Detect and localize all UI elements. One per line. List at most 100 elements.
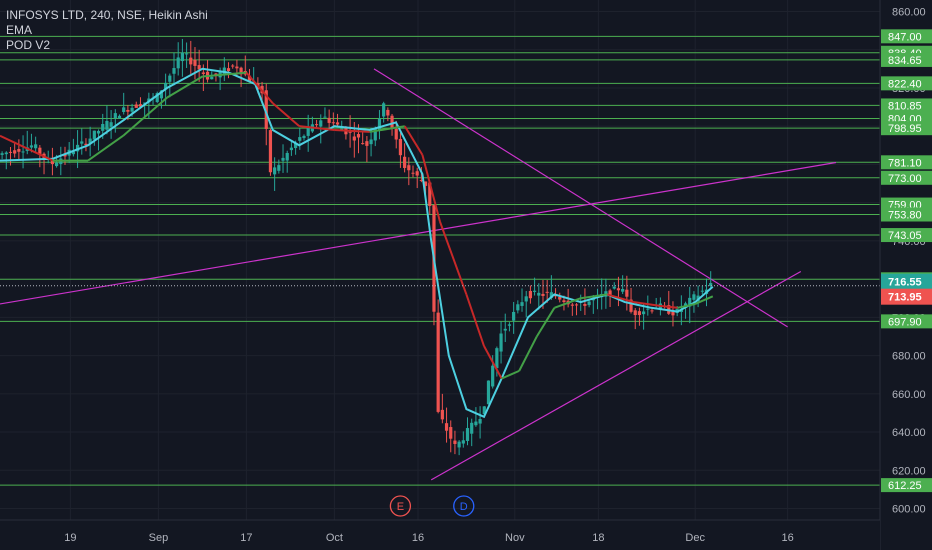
candle-body-69 bbox=[289, 147, 294, 151]
ema-slow-segment-18 bbox=[535, 307, 556, 337]
candle-body-137 bbox=[574, 304, 579, 306]
candle-body-77 bbox=[323, 116, 327, 118]
marker-d-label: D bbox=[460, 501, 468, 513]
candle-body-147 bbox=[616, 288, 621, 291]
level-tag-label-4: 810.85 bbox=[888, 100, 922, 112]
candle-body-87 bbox=[365, 141, 369, 146]
time-tick-3: Oct bbox=[326, 532, 343, 544]
candle-body-67 bbox=[281, 157, 285, 161]
candle-body-112 bbox=[470, 422, 474, 434]
candle-body-75 bbox=[314, 124, 319, 126]
candle-body-15 bbox=[63, 154, 67, 157]
candle-body-68 bbox=[285, 152, 289, 161]
candle-body-167 bbox=[700, 290, 704, 292]
candle-body-43 bbox=[180, 52, 184, 62]
level-tag-label-0: 847.00 bbox=[888, 31, 922, 43]
indicator-ema[interactable]: EMA bbox=[6, 23, 33, 37]
candle-body-42 bbox=[176, 57, 180, 69]
candle-body-25 bbox=[105, 120, 109, 130]
candle-body-106 bbox=[444, 423, 449, 431]
level-tag-label-8: 773.00 bbox=[888, 173, 922, 185]
candle-body-122 bbox=[512, 311, 516, 321]
indicator-pod[interactable]: POD V2 bbox=[6, 38, 51, 52]
candle-body-3 bbox=[13, 150, 17, 154]
level-tag-bg-14 bbox=[881, 478, 932, 493]
candle-body-113 bbox=[474, 421, 478, 426]
candle-body-34 bbox=[143, 102, 147, 104]
candle-body-94 bbox=[394, 128, 398, 140]
candle-body-120 bbox=[503, 328, 507, 331]
candle-body-155 bbox=[650, 310, 654, 312]
level-tag-label-2: 834.65 bbox=[888, 55, 922, 67]
level-tag-label-3: 822.40 bbox=[888, 78, 922, 90]
candle-body-93 bbox=[390, 115, 394, 129]
price-axis[interactable]: 860.00840.00820.00800.00780.00760.00740.… bbox=[879, 0, 932, 550]
ema-slow-segment-22 bbox=[633, 301, 661, 307]
marker-e-circle[interactable] bbox=[389, 495, 412, 517]
candle-body-89 bbox=[373, 128, 377, 141]
level-tag-bg-0 bbox=[881, 29, 932, 44]
ema-slow-segment-12 bbox=[421, 154, 441, 223]
candle-body-4 bbox=[17, 148, 21, 152]
candle-body-30 bbox=[126, 109, 130, 112]
candle-body-129 bbox=[541, 293, 545, 296]
candle-body-19 bbox=[80, 141, 84, 144]
candle-body-139 bbox=[583, 303, 587, 306]
chart-legend: INFOSYS LTD, 240, NSE, Heikin Ashi EMA P… bbox=[6, 8, 208, 53]
ema-slow-segment-23 bbox=[659, 304, 678, 309]
marker-d-circle[interactable] bbox=[453, 495, 475, 517]
candle-body-38 bbox=[159, 90, 164, 99]
time-axis[interactable]: 19 Sep 17 Oct 16 Nov 18 Dec 16 bbox=[0, 519, 880, 550]
candle-body-86 bbox=[361, 143, 365, 145]
level-tag-label-7: 781.10 bbox=[888, 157, 922, 169]
candle-body-71 bbox=[298, 137, 302, 141]
price-tick-10: 660.00 bbox=[892, 389, 926, 401]
trendline-1[interactable] bbox=[373, 68, 788, 328]
candle-body-31 bbox=[130, 107, 134, 112]
candle-body-104 bbox=[436, 312, 440, 412]
candle-body-27 bbox=[113, 113, 117, 119]
candle-body-110 bbox=[461, 440, 465, 444]
time-tick-2: 17 bbox=[240, 532, 252, 544]
level-tag-bg-3 bbox=[881, 76, 932, 91]
ema-slow-segment-17 bbox=[518, 336, 538, 372]
candle-body-121 bbox=[507, 324, 512, 326]
candle-body-125 bbox=[524, 296, 528, 302]
trendline-2[interactable] bbox=[430, 270, 802, 481]
candle-body-88 bbox=[369, 139, 373, 145]
horizontal-levels[interactable] bbox=[0, 35, 880, 486]
ema-fast-line bbox=[0, 67, 714, 419]
candle-body-53 bbox=[222, 67, 226, 75]
ema-slow-segment-7 bbox=[272, 102, 300, 127]
candle-body-45 bbox=[189, 57, 193, 65]
candle-body-91 bbox=[382, 103, 386, 117]
candle-body-114 bbox=[478, 419, 482, 424]
candle-body-12 bbox=[50, 160, 55, 165]
candle-body-56 bbox=[235, 66, 239, 69]
candle-body-79 bbox=[331, 122, 335, 124]
candle-body-54 bbox=[226, 68, 231, 72]
symbol-title[interactable]: INFOSYS LTD, 240, NSE, Heikin Ashi bbox=[6, 8, 208, 22]
candle-body-1 bbox=[4, 152, 8, 155]
candle-body-64 bbox=[268, 130, 273, 173]
candle-body-99 bbox=[415, 171, 419, 176]
candle-body-117 bbox=[491, 365, 495, 387]
candle-body-17 bbox=[71, 151, 75, 155]
candle-body-136 bbox=[570, 304, 574, 306]
candle-body-102 bbox=[428, 182, 432, 206]
candle-body-50 bbox=[210, 76, 214, 80]
level-tag-bg-8 bbox=[881, 170, 932, 185]
candle-body-46 bbox=[193, 59, 197, 66]
candle-body-146 bbox=[612, 286, 616, 289]
candle-body-140 bbox=[587, 301, 591, 306]
candle-body-9 bbox=[38, 147, 42, 154]
trendlines[interactable] bbox=[0, 68, 837, 481]
trendline-0[interactable] bbox=[0, 161, 837, 305]
ema-price-tag: 713.95 bbox=[888, 292, 922, 304]
ema-slow-segment-5 bbox=[202, 71, 247, 78]
candle-body-107 bbox=[449, 427, 453, 439]
candle-body-65 bbox=[273, 167, 277, 175]
candle-body-127 bbox=[533, 290, 537, 292]
